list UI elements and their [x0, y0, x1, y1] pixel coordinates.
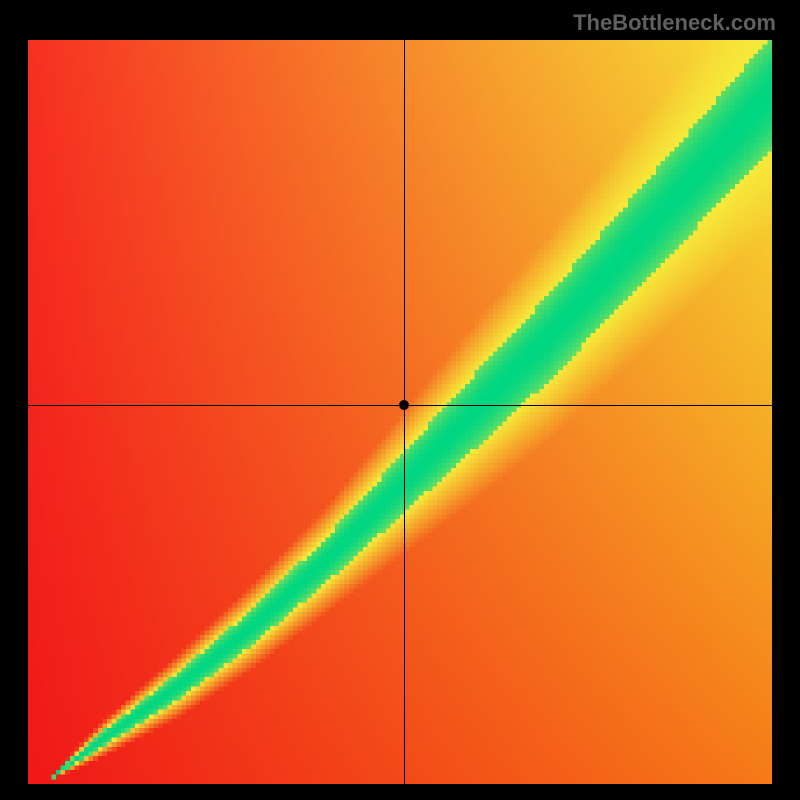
- heatmap-plot: [28, 40, 772, 784]
- attribution-text: TheBottleneck.com: [573, 10, 776, 36]
- heatmap-canvas: [28, 40, 772, 784]
- crosshair-vertical: [404, 40, 405, 784]
- chart-container: { "attribution": { "text": "TheBottlenec…: [0, 0, 800, 800]
- intersection-marker: [399, 400, 409, 410]
